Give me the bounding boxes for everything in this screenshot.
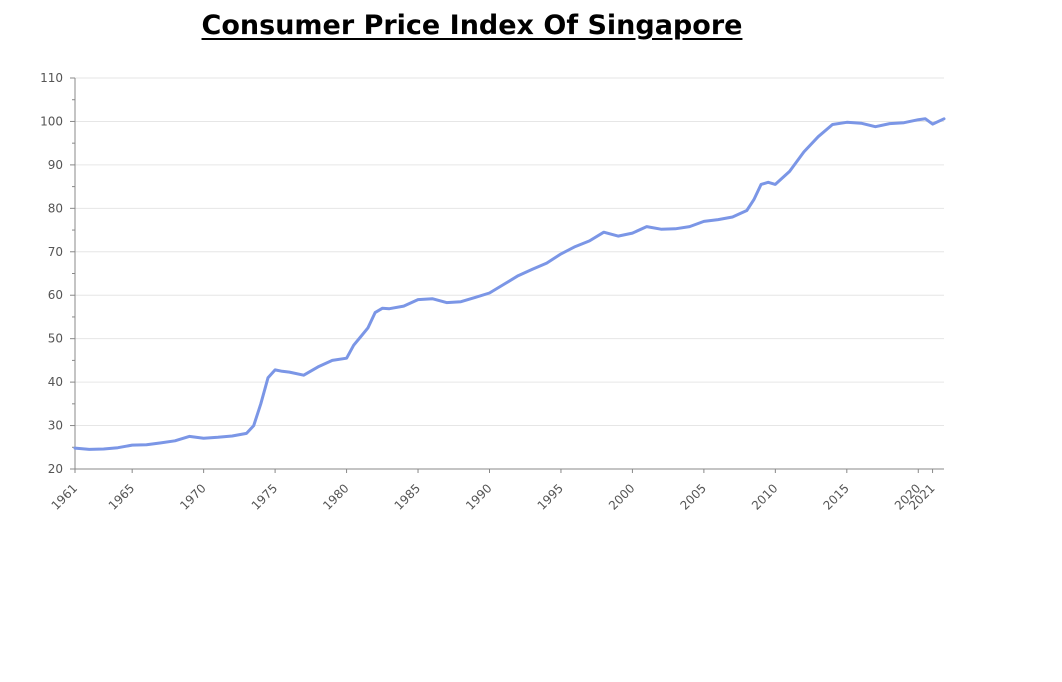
y-tick-label: 40 xyxy=(48,375,63,389)
y-tick-label: 110 xyxy=(40,71,63,85)
y-tick-label: 60 xyxy=(48,288,63,302)
x-tick-label: 1985 xyxy=(392,481,423,512)
y-tick-label: 100 xyxy=(40,114,63,128)
y-tick-label: 90 xyxy=(48,158,63,172)
y-tick-label: 80 xyxy=(48,201,63,215)
chart-title: Consumer Price Index Of Singapore xyxy=(201,10,743,41)
y-tick-label: 30 xyxy=(48,419,63,433)
y-axis-ticks: 20 30 40 50 60 70 80 90 100 110 xyxy=(40,71,63,476)
y-tick-label: 70 xyxy=(48,245,63,259)
x-tick-label: 2005 xyxy=(678,481,709,512)
gridlines xyxy=(75,77,944,470)
x-tick-label: 2015 xyxy=(820,481,851,512)
series-line-cpi xyxy=(73,117,946,451)
x-tick-label: 2000 xyxy=(606,481,637,512)
x-tick-label: 1995 xyxy=(535,481,566,512)
x-tick-label: 2010 xyxy=(749,481,780,512)
series-layer xyxy=(73,117,946,451)
x-tick-label: 1990 xyxy=(463,481,494,512)
x-tick-label: 1970 xyxy=(177,481,208,512)
x-tick-label: 1961 xyxy=(49,481,80,512)
y-tick-label: 20 xyxy=(48,462,63,476)
x-axis-ticks: 1961 1965 1970 1975 1980 1985 1990 1995 2000 2005… xyxy=(49,481,938,512)
x-tick-label: 1965 xyxy=(106,481,137,512)
axes xyxy=(70,77,944,473)
y-tick-label: 50 xyxy=(48,332,63,346)
x-tick-label: 1980 xyxy=(320,481,351,512)
x-tick-label: 1975 xyxy=(249,481,280,512)
